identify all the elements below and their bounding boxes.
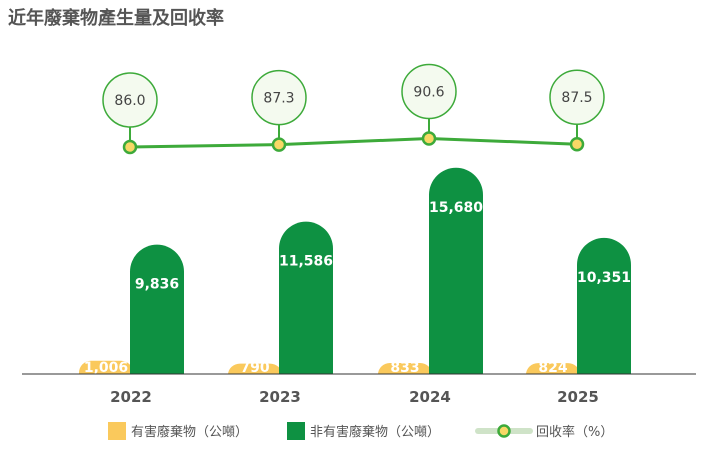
legend-label-non-hazardous: 非有害廢棄物（公噸） bbox=[310, 424, 440, 440]
bar-non-hazardous-2025 bbox=[577, 237, 631, 404]
x-tick-label: 2022 bbox=[110, 388, 152, 406]
x-tick-label: 2023 bbox=[259, 388, 301, 406]
value-bubble bbox=[401, 63, 457, 120]
recovery-rate-line bbox=[129, 136, 578, 149]
bar-non-hazardous-2023 bbox=[279, 221, 333, 404]
legend-swatch-hazardous bbox=[108, 422, 126, 440]
value-bubble bbox=[251, 69, 307, 126]
value-bubble bbox=[549, 69, 605, 125]
page-title: 近年廢棄物產生量及回收率 bbox=[8, 8, 224, 29]
data-label-non-hazardous: 15,680 bbox=[429, 200, 483, 216]
recovery-rate-label: 86.0 bbox=[114, 93, 145, 109]
legend-label-hazardous: 有害廢棄物（公噸） bbox=[131, 424, 248, 440]
bar-non-hazardous-2024 bbox=[429, 167, 483, 404]
legend-marker-recovery bbox=[497, 424, 511, 438]
legend-label-recovery: 回收率（%） bbox=[536, 424, 613, 440]
data-label-hazardous: 833 bbox=[390, 360, 419, 376]
x-tick-label: 2025 bbox=[557, 388, 599, 406]
recovery-rate-label: 90.6 bbox=[413, 84, 444, 100]
x-tick-label: 2024 bbox=[409, 388, 451, 406]
recovery-rate-point bbox=[271, 137, 287, 152]
legend-swatch-non-hazardous bbox=[287, 422, 305, 440]
recovery-rate-point bbox=[122, 139, 138, 155]
data-label-non-hazardous: 9,836 bbox=[135, 277, 179, 293]
value-bubble bbox=[102, 72, 158, 128]
recovery-rate-label: 87.5 bbox=[561, 90, 592, 106]
data-label-hazardous: 824 bbox=[538, 360, 567, 376]
data-label-non-hazardous: 10,351 bbox=[577, 270, 631, 286]
data-label-non-hazardous: 11,586 bbox=[279, 254, 333, 270]
recovery-rate-point bbox=[569, 136, 585, 152]
recovery-rate-point bbox=[421, 131, 437, 146]
data-label-hazardous: 1,006 bbox=[84, 360, 128, 376]
recovery-rate-label: 87.3 bbox=[263, 91, 294, 107]
bar-non-hazardous-2022 bbox=[130, 244, 184, 404]
data-label-hazardous: 790 bbox=[240, 360, 269, 376]
